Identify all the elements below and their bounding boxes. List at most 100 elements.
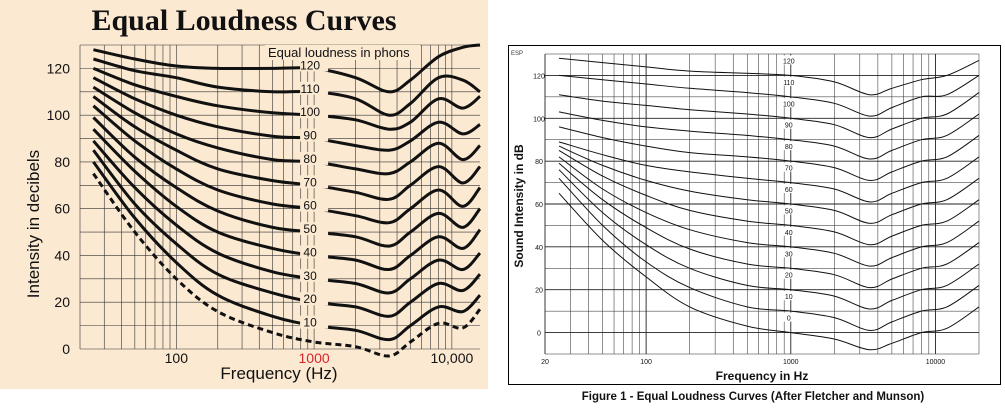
loudness-curve <box>92 57 481 117</box>
loudness-curve <box>558 92 980 139</box>
x-tick-label: 1000 <box>299 350 330 366</box>
loudness-curve <box>92 149 482 318</box>
loudness-curve <box>92 172 482 358</box>
curve-label: 110 <box>301 82 320 96</box>
loudness-curve <box>92 128 482 272</box>
loudness-curve <box>93 43 481 94</box>
x-tick-label: 10,000 <box>430 350 473 366</box>
curve-label-bg <box>300 245 329 259</box>
x-axis-label: Frequency in Hz <box>716 369 809 383</box>
loudness-curve <box>92 139 482 295</box>
loudness-curve <box>558 111 980 160</box>
loudness-curve <box>92 67 481 131</box>
curve-label-bg <box>300 268 329 282</box>
curve-label: 10 <box>785 294 793 301</box>
loudness-curve <box>558 74 980 117</box>
y-tick-label: 80 <box>535 159 543 166</box>
y-tick-label: 120 <box>47 60 71 76</box>
curve-label-bg <box>778 226 799 236</box>
loudness-curve <box>558 177 980 331</box>
y-axis-label: Sound Intensity in dB <box>512 144 526 268</box>
curve-label: 90 <box>303 129 317 143</box>
curve-label: 30 <box>785 251 793 258</box>
curve-label: 70 <box>303 175 317 189</box>
curve-label: 70 <box>785 166 793 173</box>
corner-label: ESP <box>511 51 523 57</box>
loudness-curve <box>92 116 482 248</box>
y-tick-label: 100 <box>533 116 545 123</box>
chart-title: Equal Loudness Curves <box>91 4 397 37</box>
y-tick-label: 40 <box>535 245 543 252</box>
curve-label-bg <box>778 55 799 65</box>
loudness-curve <box>558 162 980 289</box>
curve-label: 30 <box>303 269 317 283</box>
curve-label: 40 <box>785 230 793 237</box>
y-tick-label: 40 <box>54 247 70 263</box>
loudness-curve <box>558 192 980 351</box>
curve-label: 100 <box>783 101 795 108</box>
loudness-curve <box>558 145 980 224</box>
curve-label-bg <box>778 248 799 258</box>
annotation-bg <box>265 45 420 60</box>
x-tick-label: 100 <box>640 359 652 366</box>
curve-label-bg <box>778 98 799 108</box>
loudness-curve <box>92 85 482 176</box>
curve-label-bg <box>300 315 329 329</box>
curve-label-bg <box>778 76 799 86</box>
loudness-curve <box>92 104 482 225</box>
curve-label: 60 <box>785 187 793 194</box>
y-tick-label: 0 <box>537 331 541 338</box>
curve-label: 50 <box>785 208 793 215</box>
x-tick-label: 100 <box>165 350 189 366</box>
x-tick-label: 10000 <box>926 359 946 366</box>
curve-label: 10 <box>303 316 317 330</box>
curve-label-bg <box>300 151 329 165</box>
curve-label-bg <box>778 291 799 301</box>
y-tick-label: 80 <box>54 154 70 170</box>
curve-label: 0 <box>787 316 791 323</box>
curve-label-bg <box>300 81 329 95</box>
curve-label: 40 <box>303 245 317 259</box>
y-tick-label: 20 <box>535 288 543 295</box>
y-tick-label: 100 <box>47 107 71 123</box>
curve-label: 120 <box>300 58 320 72</box>
curve-label-bg <box>300 175 329 189</box>
curve-label-bg <box>300 58 329 72</box>
left-chart-plot: 0 20 40 60 80 100 120 100 1000 10,000 120 110 100 90 8… <box>47 43 482 366</box>
y-tick-label: 120 <box>533 73 545 80</box>
curve-label: 60 <box>303 199 317 213</box>
curve-label: 20 <box>303 292 317 306</box>
y-tick-label: 0 <box>62 341 70 357</box>
curve-label: 100 <box>300 105 320 119</box>
figure-caption: Figure 1 - Equal Loudness Curves (After … <box>581 391 925 403</box>
curve-label-bg <box>778 269 799 279</box>
curve-label-bg <box>778 205 799 215</box>
y-tick-label: 60 <box>535 202 543 209</box>
curve-label: 120 <box>783 58 795 65</box>
loudness-curve <box>558 169 980 310</box>
curve-label: 90 <box>785 123 793 130</box>
left-chart-panel: Equal Loudness Curves Intensity in decib… <box>0 0 488 389</box>
curve-label-bg <box>778 162 799 172</box>
curve-label-bg <box>300 105 329 119</box>
curve-label: 110 <box>783 80 794 87</box>
curve-label-bg <box>300 292 329 306</box>
x-axis-label: Frequency (Hz) <box>220 364 338 383</box>
curve-label-bg <box>300 198 329 212</box>
annotation-text: Equal loudness in phons <box>268 45 410 60</box>
curve-label: 80 <box>303 152 317 166</box>
curve-label-bg <box>778 119 799 129</box>
y-tick-label: 20 <box>54 294 70 310</box>
x-tick-label: 1000 <box>783 359 799 366</box>
curve-label: 80 <box>785 144 793 151</box>
right-chart-panel: ESP 0 20 40 60 80 100 120 20 100 1000 10000 Frequenc… <box>508 45 1001 385</box>
loudness-curve <box>92 161 482 342</box>
curve-label: 20 <box>785 273 793 280</box>
y-tick-label: 60 <box>54 201 70 217</box>
loudness-curve <box>558 57 980 96</box>
curve-label-bg <box>778 312 799 322</box>
loudness-curve <box>92 76 481 152</box>
loudness-curve <box>558 149 980 246</box>
loudness-curve <box>558 156 980 267</box>
